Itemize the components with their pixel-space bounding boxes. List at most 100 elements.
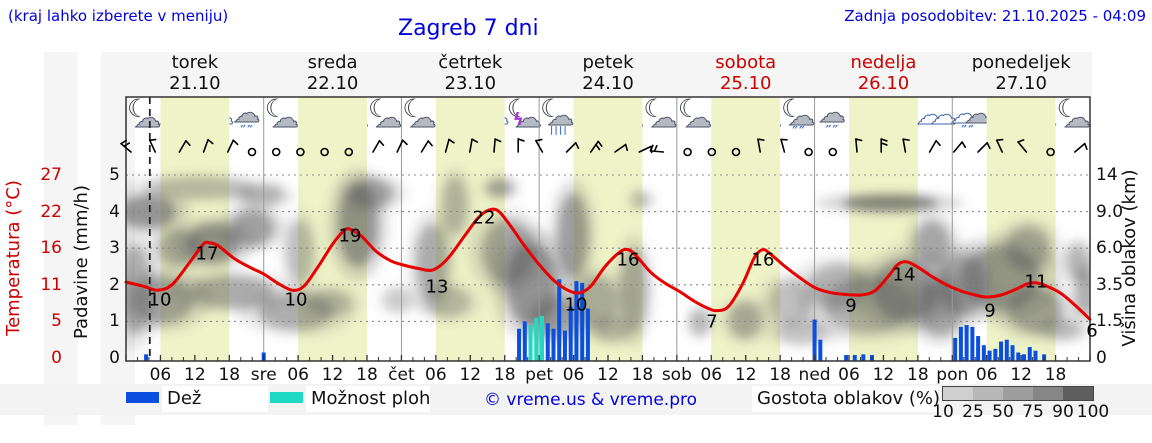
day-header: nedelja 26.10: [815, 52, 953, 97]
moon-glyph: ☾: [1056, 94, 1079, 123]
copyright-link[interactable]: © vreme.us & vreme.pro: [484, 390, 698, 410]
rain-swatch: [126, 392, 159, 403]
cloud-scale-segment: [1033, 387, 1063, 400]
moon-glyph: ☾: [127, 94, 150, 123]
bolt-glyph: ϟ: [512, 110, 524, 130]
temp-axis-strip: [44, 52, 78, 425]
hour-tick-label: 18: [356, 365, 378, 385]
cloud-g-glyph: ☁: [788, 101, 816, 132]
moon-cloud-rain-icon: ☾ ☁ ∣∣∣∣: [539, 96, 575, 140]
temp-value-label: 19: [338, 225, 362, 247]
precip-axis-title: Padavine (mm/h): [71, 185, 92, 339]
page-title: Zagreb 7 dni: [398, 16, 539, 41]
moon-glyph: ☾: [781, 94, 804, 123]
cloud-scale-number: 75: [1022, 402, 1044, 422]
cloudheight-tick: 6.0: [1096, 238, 1124, 259]
day-name: petek: [582, 52, 634, 73]
precip-tick: 3: [109, 238, 120, 259]
hour-tick-label: 18: [769, 365, 791, 385]
cloud-scale-border: [942, 386, 1094, 401]
cloud-scale-segment: [973, 387, 1003, 400]
hour-tick-label: 06: [838, 365, 860, 385]
day-headers: torek 21.10 sreda 22.10 četrtek 23.10 petek 24.…: [126, 52, 1090, 97]
day-header: četrtek 23.10: [401, 52, 539, 97]
day-name: četrtek: [438, 52, 503, 73]
hour-tick-label: 12: [1010, 365, 1032, 385]
moon-cloud-icon: ☾ ☁: [264, 96, 300, 140]
hour-tick-label: 18: [907, 365, 929, 385]
temp-tick: 22: [40, 201, 62, 222]
cloud-scale-number: 10: [932, 402, 954, 422]
cloud-w-glyph: ☁: [950, 99, 978, 130]
temp-value-label: 17: [195, 243, 219, 265]
temp-value-label: 10: [284, 289, 308, 311]
day-abbrev-label: čet: [388, 365, 415, 385]
temp-axis-title: Temperatura (°C): [3, 180, 24, 336]
temp-value-label: 9: [845, 295, 857, 317]
day-date: 27.10: [995, 73, 1047, 94]
hour-tick-label: 12: [872, 365, 895, 385]
day-name: sobota: [715, 52, 777, 73]
temp-tick: 11: [40, 274, 62, 295]
hour-tick-label: 18: [631, 365, 654, 385]
moon-glyph: ☾: [506, 94, 530, 123]
temp-value-label: 10: [564, 294, 588, 316]
cloudheight-tick: 9.0: [1096, 201, 1124, 222]
hour-tick-label: 06: [562, 365, 585, 385]
temp-value-label: 22: [472, 207, 496, 229]
precip-tick: 0: [109, 348, 120, 368]
cloud-scale-number: 90: [1052, 402, 1074, 422]
hour-tick-label: 06: [149, 365, 172, 385]
cloud-scale-segment: [943, 387, 973, 400]
moon-glyph: ☾: [643, 94, 666, 123]
cloud-g-glyph: ☁: [514, 103, 542, 134]
day-header: ponedeljek 27.10: [952, 52, 1090, 97]
precip-tick: 1: [109, 311, 120, 332]
hour-tick-label: 12: [321, 365, 344, 385]
hour-tick-label: 12: [734, 365, 757, 385]
day-date: 22.10: [306, 73, 359, 94]
cloudheight-tick: 1.5: [1096, 311, 1124, 332]
cloudheight-tick: 3.5: [1096, 274, 1124, 295]
rain-glyph: ∣∣∣∣: [549, 126, 568, 136]
cloud-g-glyph: ☁: [650, 103, 678, 134]
day-header-strip: [105, 52, 1092, 97]
menu-hint-note: (kraj lahko izberete v meniju): [8, 7, 229, 25]
cloud-g-glyph: ☁: [233, 98, 261, 129]
temp-value-label: 16: [751, 249, 775, 271]
day-date: 26.10: [857, 73, 910, 94]
temp-tick: 16: [40, 238, 62, 259]
hour-tick-label: 18: [493, 365, 516, 385]
cloud-g-glyph: ☁: [818, 98, 846, 129]
shower-label-box: [306, 386, 430, 412]
day-header: petek 24.10: [539, 52, 677, 97]
day-abbrev-label: pon: [936, 365, 969, 385]
moon-cloud-icon: ☾ ☁: [401, 96, 437, 140]
cloud-g-glyph: ☁: [1063, 103, 1091, 134]
moon-cloud-icon: ☾ ☁: [677, 94, 713, 140]
day-date: 23.10: [444, 73, 497, 94]
cloud-drizzle-icon: ☁ ″″: [229, 98, 263, 140]
hour-tick-label: 12: [459, 365, 482, 385]
cloud-w-glyph: ☁: [915, 100, 943, 131]
cloud-scale-number: 100: [1076, 402, 1110, 422]
temp-value-label: 6: [1086, 320, 1098, 342]
cloud-g-glyph: ☁: [375, 103, 403, 134]
driz-glyph: ″″: [240, 124, 254, 139]
temp-value-label: 7: [706, 311, 718, 333]
temp-value-label: 14: [892, 264, 916, 286]
day-abbrev-label: pet: [525, 365, 554, 385]
shower-swatch: [270, 392, 303, 403]
last-update-note: Zadnja posodobitev: 21.10.2025 - 04:09: [844, 7, 1146, 25]
cloud-label-box: [752, 386, 938, 412]
moon-cloud-icon: ☾ ☁: [1056, 94, 1092, 140]
cloud-density-label: Gostota oblakov (%): [757, 388, 941, 409]
temp-value-label: 10: [148, 289, 172, 311]
temp-tick: 0: [51, 348, 62, 368]
rain-label-box: [162, 386, 268, 412]
cloud-g-glyph: ☁: [684, 103, 712, 134]
cloud-drizzle-icon: ☁ ″″: [815, 98, 849, 140]
moon-glyph: ☾: [677, 94, 701, 123]
